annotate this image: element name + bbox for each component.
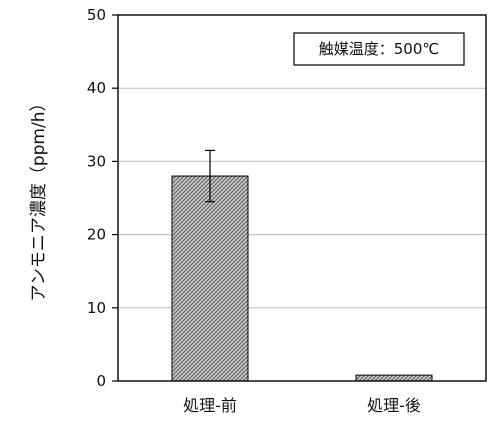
annotation-box: 触媒温度：500℃ (293, 32, 465, 66)
y-axis-ticks: 0 10 20 30 40 50 (87, 6, 118, 390)
error-bars (205, 149, 215, 203)
y-tick-label-0: 0 (96, 372, 106, 390)
bar-1 (171, 175, 249, 382)
y-tick-label-40: 40 (87, 79, 106, 97)
y-tick-label-30: 30 (87, 152, 106, 170)
y-tick-label-50: 50 (87, 6, 106, 24)
y-tick-label-10: 10 (87, 299, 106, 317)
y-tick-label-20: 20 (87, 226, 106, 244)
y-axis-label: アンモニア濃度（ppm/h） (29, 95, 49, 302)
bars (171, 175, 433, 382)
plot-area-frame (117, 14, 487, 382)
annotation-text: 触媒温度：500℃ (319, 40, 439, 58)
x-category-label-1: 処理-前 (183, 396, 237, 415)
error-bar-1 (205, 149, 215, 203)
x-axis-categories: 処理-前 処理-後 (183, 396, 421, 415)
x-category-label-2: 処理-後 (367, 396, 421, 415)
bar-2 (355, 374, 433, 382)
